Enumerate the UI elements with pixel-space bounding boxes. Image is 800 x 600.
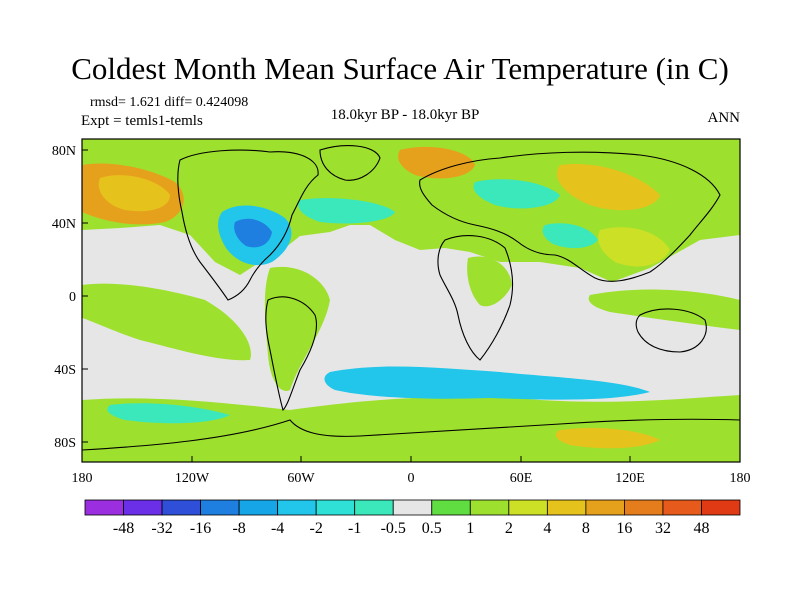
colorbar-box [238, 499, 279, 516]
colorbar-label: 16 [616, 520, 632, 537]
lon-label-0: 0 [408, 471, 415, 486]
colorbar-label: -48 [113, 520, 134, 537]
lon-label-120e: 120E [615, 471, 645, 486]
south-pacific-cold [107, 403, 230, 424]
colorbar-box [84, 499, 124, 516]
greenland-warm [398, 146, 475, 179]
lon-axis: 180 120W 60W 0 60E 120E 180 [72, 456, 751, 486]
indian-ocean-green [588, 289, 740, 330]
colorbar-box [585, 499, 625, 516]
siberia-warm [556, 164, 660, 211]
colorbar-box [431, 499, 471, 516]
colorbar-label: 8 [582, 520, 590, 537]
colorbar-box [200, 499, 240, 516]
coast-africa [437, 235, 514, 361]
colorbar-box [546, 499, 587, 516]
colorbar-label: -4 [271, 520, 284, 537]
stats-text: rmsd= 1.621 diff= 0.424098 [90, 95, 249, 110]
coast-greenland [319, 145, 381, 181]
colorbar-label: -8 [232, 520, 245, 537]
lat-label-0: 0 [69, 290, 76, 305]
coast-australia [635, 308, 707, 353]
temperature-field [82, 139, 740, 462]
colorbar-box [662, 499, 702, 516]
colorbar-box [123, 499, 163, 516]
lon-label-120w: 120W [175, 471, 210, 486]
east-pacific-green [82, 283, 251, 361]
lat-label-80s: 80S [54, 436, 76, 451]
coast-eurasia [419, 151, 721, 282]
colorbar-label: -32 [151, 520, 172, 537]
colorbar-box [508, 499, 548, 516]
colorbar-label: -2 [310, 520, 323, 537]
lat-label-80n: 80N [52, 144, 76, 159]
colorbar-label: 2 [505, 520, 513, 537]
lon-label-60e: 60E [510, 471, 533, 486]
coast-south-america [265, 296, 318, 412]
colorbar-label: 48 [693, 520, 709, 537]
coastlines [82, 145, 740, 451]
colorbar-label: -1 [348, 520, 361, 537]
africa-green [467, 256, 512, 307]
lon-label-60w: 60W [287, 471, 315, 486]
scandinavia-cold [473, 179, 560, 209]
colorbar-label: 4 [543, 520, 551, 537]
colorbar-box [161, 499, 201, 516]
south-america-green [264, 266, 330, 391]
antarctic-warm [555, 428, 660, 449]
colorbar-label: -0.5 [381, 520, 406, 537]
colorbar-label: 32 [655, 520, 671, 537]
lon-label-180e: 180 [730, 471, 751, 486]
colorbar-label: -16 [190, 520, 211, 537]
colorbar-box [277, 499, 317, 516]
lat-label-40s: 40S [54, 363, 76, 378]
asia-cold [542, 223, 598, 249]
colorbar-box [354, 499, 394, 516]
period-label: 18.0kyr BP - 18.0kyr BP [330, 107, 480, 123]
colorbar: -48 -32 -16 -8 -4 -2 -1 -0.5 0.5 1 2 4 8 16 32 48 [84, 499, 741, 537]
colorbar-box [469, 499, 510, 516]
north-atlantic-cold [298, 198, 395, 224]
southern-ocean-band [82, 395, 740, 462]
north-pacific-yellow [98, 175, 170, 212]
experiment-text: Expt = temls1-temls [81, 113, 203, 129]
lat-axis: 80N 40N 0 40S 80S [52, 144, 88, 451]
colorbar-label: 0.5 [422, 520, 442, 537]
coast-north-america [177, 149, 319, 301]
season-label: ANN [707, 110, 741, 126]
coast-antarctica [82, 418, 740, 451]
lat-label-40n: 40N [52, 217, 76, 232]
colorbar-box [315, 499, 356, 516]
map-title: Coldest Month Mean Surface Air Temperatu… [71, 51, 729, 86]
colorbar-box [701, 499, 741, 516]
north-america-cold-core [234, 218, 272, 248]
lon-label-180w: 180 [72, 471, 93, 486]
southern-ocean-cold [324, 366, 650, 400]
colorbar-label: 1 [466, 520, 474, 537]
asia-yellow [598, 227, 670, 267]
colorbar-box [624, 499, 664, 516]
colorbar-box [392, 499, 433, 516]
